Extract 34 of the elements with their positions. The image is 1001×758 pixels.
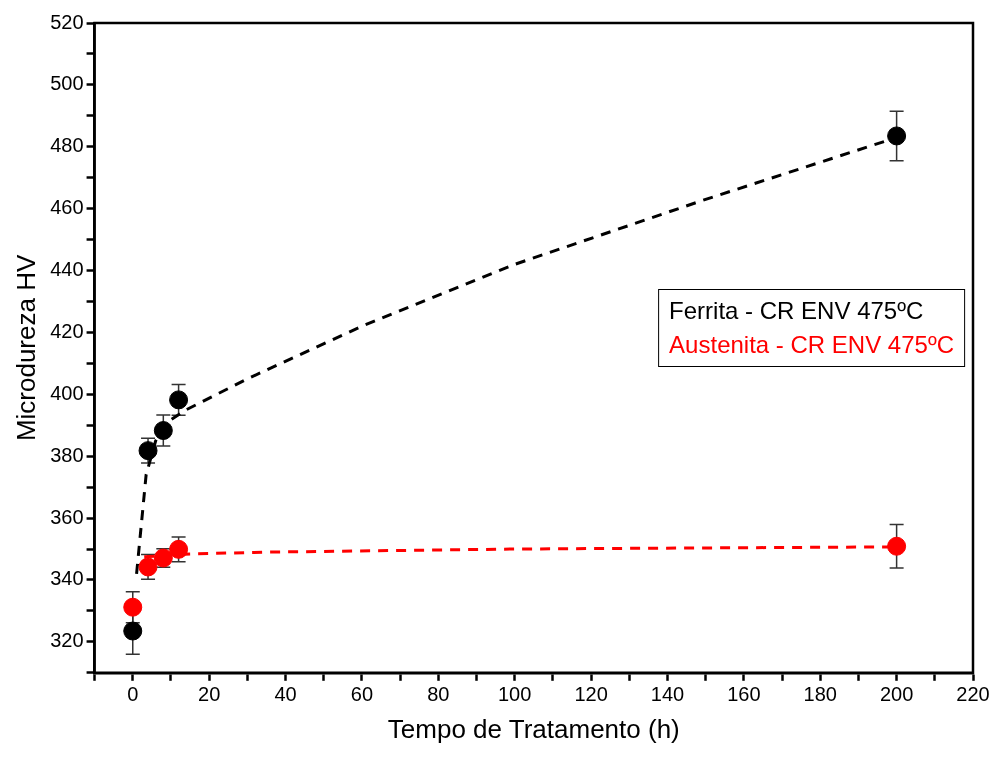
- x-tick-label: 20: [198, 683, 221, 706]
- y-tick-label: 440: [50, 258, 84, 281]
- x-tick-label: 220: [956, 683, 990, 706]
- x-tick-label: 160: [727, 683, 761, 706]
- point: [153, 421, 173, 441]
- y-tick-label: 360: [50, 505, 84, 528]
- x-tick-label: 180: [803, 683, 837, 706]
- y-tick-label: 520: [50, 10, 84, 33]
- x-tick-label: 120: [574, 683, 608, 706]
- y-tick-label: 480: [50, 134, 84, 157]
- y-axis-title: Microdureza HV: [10, 254, 41, 442]
- y-tick-label: 420: [50, 319, 84, 342]
- x-tick-label: 60: [350, 683, 374, 706]
- y-tick-label: 340: [50, 567, 84, 590]
- point: [123, 621, 143, 641]
- point: [123, 597, 143, 617]
- y-tick-label: 460: [50, 196, 84, 219]
- x-axis-title: Tempo de Tratamento (h): [387, 713, 680, 744]
- x-tick-label: 0: [127, 683, 139, 706]
- point: [169, 390, 189, 410]
- x-tick-label: 200: [879, 683, 914, 706]
- point: [138, 557, 158, 577]
- y-tick-label: 380: [50, 443, 84, 466]
- x-tick-label: 140: [650, 683, 685, 706]
- text: Ferrita - CR ENV 475ºC: [669, 295, 925, 326]
- y-tick-label: 400: [50, 381, 84, 404]
- x-tick-label: 80: [427, 683, 450, 706]
- text: Austenita - CR ENV 475ºC: [669, 329, 954, 360]
- point: [887, 126, 907, 146]
- x-tick-label: 100: [498, 683, 532, 706]
- x-tick-label: 40: [274, 683, 297, 706]
- point: [887, 536, 907, 556]
- y-tick-label: 320: [50, 629, 84, 652]
- y-tick-label: 500: [50, 72, 84, 95]
